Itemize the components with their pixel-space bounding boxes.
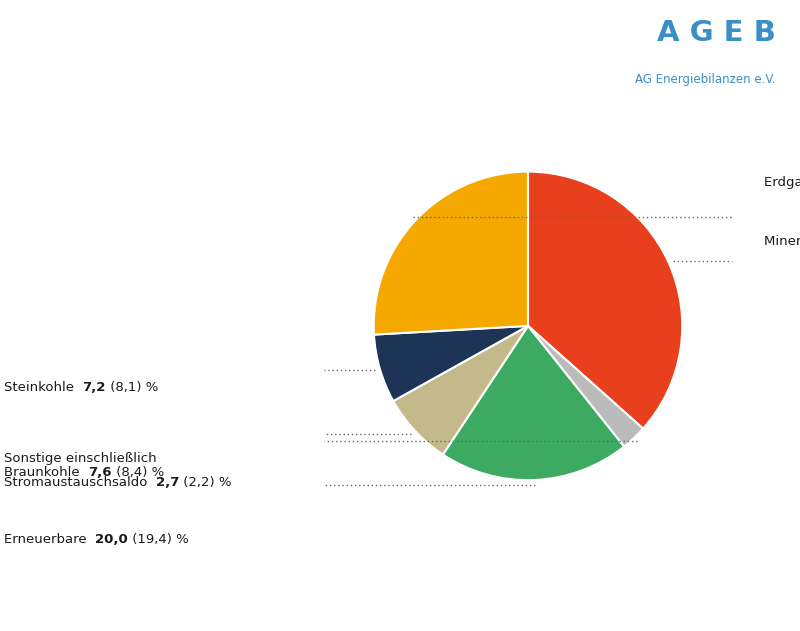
Wedge shape <box>394 326 528 454</box>
Text: AG Energiebilanzen e.V.: AG Energiebilanzen e.V. <box>635 73 776 86</box>
Text: 2,7: 2,7 <box>156 476 179 488</box>
Text: A G E B: A G E B <box>657 19 776 47</box>
Text: Steinkohle: Steinkohle <box>4 380 82 394</box>
Text: (8,4) %: (8,4) % <box>112 466 164 479</box>
Text: (2,2) %: (2,2) % <box>179 476 232 488</box>
Text: Sonstige einschließlich: Sonstige einschließlich <box>4 452 157 464</box>
Text: Erneuerbare: Erneuerbare <box>4 533 95 546</box>
Wedge shape <box>528 326 643 447</box>
Text: Mineralöl: Mineralöl <box>764 235 800 248</box>
Text: 7,6: 7,6 <box>88 466 112 479</box>
Text: Erdgas: Erdgas <box>764 176 800 189</box>
Text: Stromaustauschsaldo: Stromaustauschsaldo <box>4 476 156 488</box>
Wedge shape <box>443 326 624 480</box>
Wedge shape <box>374 326 528 401</box>
Text: 7,2: 7,2 <box>82 380 106 394</box>
Wedge shape <box>374 172 528 334</box>
Text: (8,1) %: (8,1) % <box>106 380 158 394</box>
Text: (19,4) %: (19,4) % <box>128 533 189 546</box>
Text: Braunkohle: Braunkohle <box>4 466 88 479</box>
Text: 20,0: 20,0 <box>95 533 128 546</box>
Wedge shape <box>528 172 682 428</box>
